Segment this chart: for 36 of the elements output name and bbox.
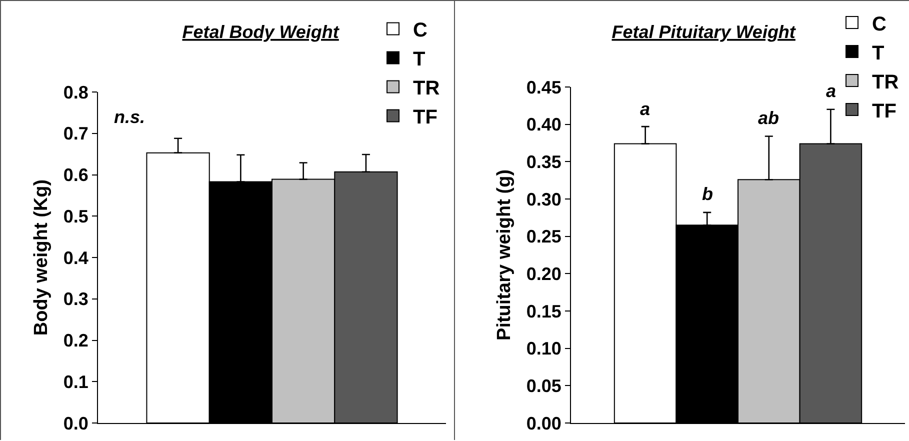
y-tick-label: 0.20 xyxy=(526,264,562,284)
chart-title: Fetal Pituitary Weight xyxy=(612,22,796,42)
annotation: a xyxy=(826,81,836,101)
legend-label: C xyxy=(413,20,428,42)
y-tick-label: 0.05 xyxy=(526,376,562,396)
y-tick-label: 0.2 xyxy=(63,330,88,351)
y-tick-label: 0.35 xyxy=(526,152,562,172)
y-tick-label: 0.40 xyxy=(526,114,562,135)
y-tick-label: 0.8 xyxy=(63,82,88,102)
y-tick-label: 0.00 xyxy=(526,413,562,434)
legend-label: T xyxy=(413,48,426,71)
y-tick-label: 0.4 xyxy=(63,248,88,268)
legend-label: T xyxy=(872,42,884,64)
y-tick-label: 0.1 xyxy=(63,372,88,392)
annotation: n.s. xyxy=(114,107,146,127)
y-tick-label: 0.0 xyxy=(63,413,88,434)
y-tick-label: 0.7 xyxy=(63,124,88,144)
y-tick-label: 0.3 xyxy=(63,289,88,310)
annotation: b xyxy=(702,184,713,204)
y-tick-label: 0.5 xyxy=(63,206,88,226)
legend-label: C xyxy=(872,13,886,36)
y-tick-label: 0.15 xyxy=(526,301,562,322)
chart-title: Fetal Body Weight xyxy=(182,22,340,42)
y-tick-label: 0.45 xyxy=(526,77,562,98)
y-tick-label: 0.25 xyxy=(526,226,562,247)
y-tick-label: 0.30 xyxy=(526,189,562,210)
legend-label: TR xyxy=(872,71,900,94)
y-tick-label: 0.10 xyxy=(526,338,562,359)
y-axis-title: Pituitary weight (g) xyxy=(494,170,516,340)
y-axis-title: Body weight (Kg) xyxy=(31,179,52,336)
legend-label: TF xyxy=(872,100,896,122)
legend-label: TF xyxy=(413,106,438,129)
y-tick-label: 0.6 xyxy=(63,165,88,186)
annotation: ab xyxy=(758,108,780,128)
annotation: a xyxy=(640,99,650,119)
legend-label: TR xyxy=(413,78,440,100)
